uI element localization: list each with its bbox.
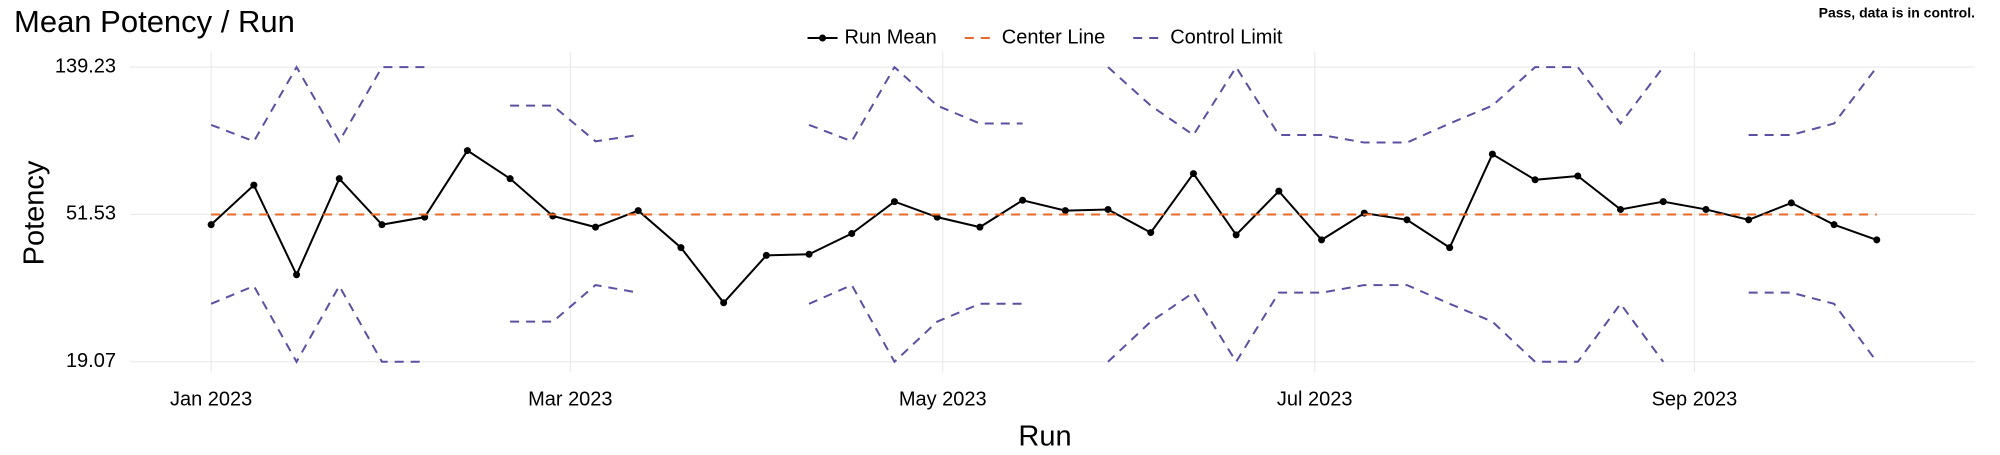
data-point bbox=[634, 207, 642, 215]
y-tick-label: 51.53 bbox=[66, 203, 116, 225]
data-point bbox=[1104, 205, 1112, 213]
data-point bbox=[1659, 198, 1667, 206]
data-point bbox=[293, 271, 301, 279]
data-point bbox=[1360, 209, 1368, 217]
data-point bbox=[1403, 216, 1411, 224]
data-point bbox=[1574, 172, 1582, 180]
data-point bbox=[506, 175, 514, 183]
x-axis-label: Run bbox=[1018, 421, 1071, 450]
legend-label: Run Mean bbox=[845, 26, 937, 48]
data-point bbox=[1488, 150, 1496, 158]
data-point bbox=[592, 223, 600, 231]
chart-title: Mean Potency / Run bbox=[14, 4, 295, 39]
data-point bbox=[720, 299, 728, 307]
x-tick-label: Jul 2023 bbox=[1277, 388, 1353, 410]
legend-marker bbox=[819, 34, 827, 42]
data-point bbox=[976, 223, 984, 231]
series-line bbox=[210, 149, 1878, 305]
data-point bbox=[1617, 205, 1625, 213]
data-point bbox=[1232, 231, 1240, 239]
data-point bbox=[1830, 221, 1838, 229]
data-point bbox=[677, 244, 685, 252]
data-point bbox=[1446, 244, 1454, 252]
series-line bbox=[210, 283, 1878, 364]
y-tick-label: 19.07 bbox=[66, 350, 116, 372]
data-point bbox=[890, 198, 898, 206]
data-point bbox=[1873, 236, 1881, 244]
status-note: Pass, data is in control. bbox=[1819, 5, 1975, 21]
series-line bbox=[210, 65, 1878, 144]
data-point bbox=[1318, 236, 1326, 244]
data-point bbox=[1147, 229, 1155, 237]
data-point bbox=[463, 147, 471, 155]
data-point bbox=[1061, 207, 1069, 215]
data-point bbox=[250, 181, 258, 189]
data-point bbox=[1275, 187, 1283, 195]
y-axis-label: Potency bbox=[19, 160, 51, 265]
legend-label: Control Limit bbox=[1170, 26, 1283, 48]
data-point bbox=[1019, 196, 1027, 204]
data-point bbox=[1531, 176, 1539, 184]
x-tick-label: Jan 2023 bbox=[170, 388, 252, 410]
data-point bbox=[805, 250, 813, 258]
legend: Run Mean Center Line Control Limit bbox=[807, 26, 1283, 48]
x-tick-label: Sep 2023 bbox=[1652, 388, 1738, 410]
data-point bbox=[378, 221, 386, 229]
data-point bbox=[207, 221, 215, 229]
x-tick-label: May 2023 bbox=[899, 388, 987, 410]
legend-label: Center Line bbox=[1002, 26, 1105, 48]
x-tick-label: Mar 2023 bbox=[528, 388, 613, 410]
data-point bbox=[335, 175, 343, 183]
data-point bbox=[1189, 170, 1197, 178]
data-point bbox=[848, 230, 856, 238]
data-point bbox=[762, 251, 770, 259]
y-tick-label: 139.23 bbox=[55, 55, 116, 77]
data-point bbox=[1745, 216, 1753, 224]
data-point bbox=[1787, 199, 1795, 207]
data-point bbox=[1702, 205, 1710, 213]
